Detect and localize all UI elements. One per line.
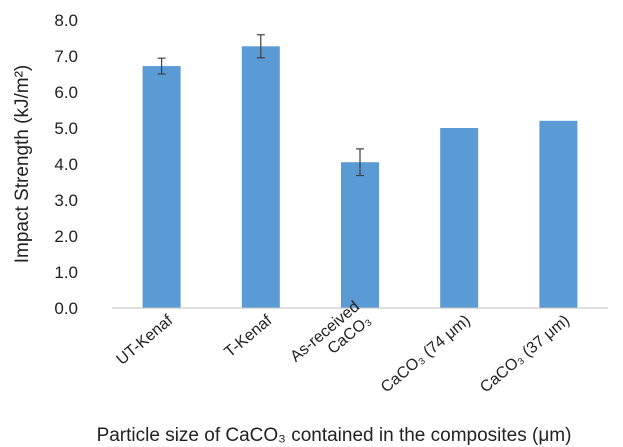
- x-category-label: UT-Kenaf: [113, 312, 176, 369]
- error-bars: [157, 34, 364, 177]
- y-tick-label: 0.0: [54, 299, 78, 318]
- y-tick-labels: 0.0 1.0 2.0 3.0 4.0 5.0 6.0 7.0 8.0: [54, 11, 78, 318]
- y-tick-label: 1.0: [54, 263, 78, 282]
- bar: [142, 66, 181, 308]
- x-category-label: As-receivedCaCO₃: [287, 298, 374, 379]
- x-category-label: CaCO₃ (74 μm): [378, 312, 474, 396]
- x-category-label: CaCO₃ (37 μm): [477, 312, 573, 396]
- y-tick-label: 8.0: [54, 11, 78, 30]
- error-bar: [356, 148, 364, 177]
- y-tick-label: 4.0: [54, 155, 78, 174]
- y-tick-label: 5.0: [54, 119, 78, 138]
- error-bar: [157, 57, 166, 75]
- bar: [440, 128, 479, 308]
- category-labels: UT-Kenaf T-Kenaf As-receivedCaCO₃ CaCO₃ (74…: [113, 298, 573, 396]
- y-axis-title: Impact Strength (kJ/m²): [12, 65, 33, 264]
- y-tick-label: 7.0: [54, 47, 78, 66]
- bars: [142, 46, 578, 308]
- y-tick-label: 2.0: [54, 227, 78, 246]
- bar: [341, 162, 379, 308]
- y-tick-label: 3.0: [54, 191, 78, 210]
- error-bar: [256, 34, 265, 59]
- x-category-label: T-Kenaf: [222, 312, 276, 361]
- bar: [241, 46, 280, 308]
- y-tick-label: 6.0: [54, 83, 78, 102]
- x-axis-title: Particle size of CaCO₃ contained in the …: [97, 425, 572, 446]
- bar: [539, 120, 578, 308]
